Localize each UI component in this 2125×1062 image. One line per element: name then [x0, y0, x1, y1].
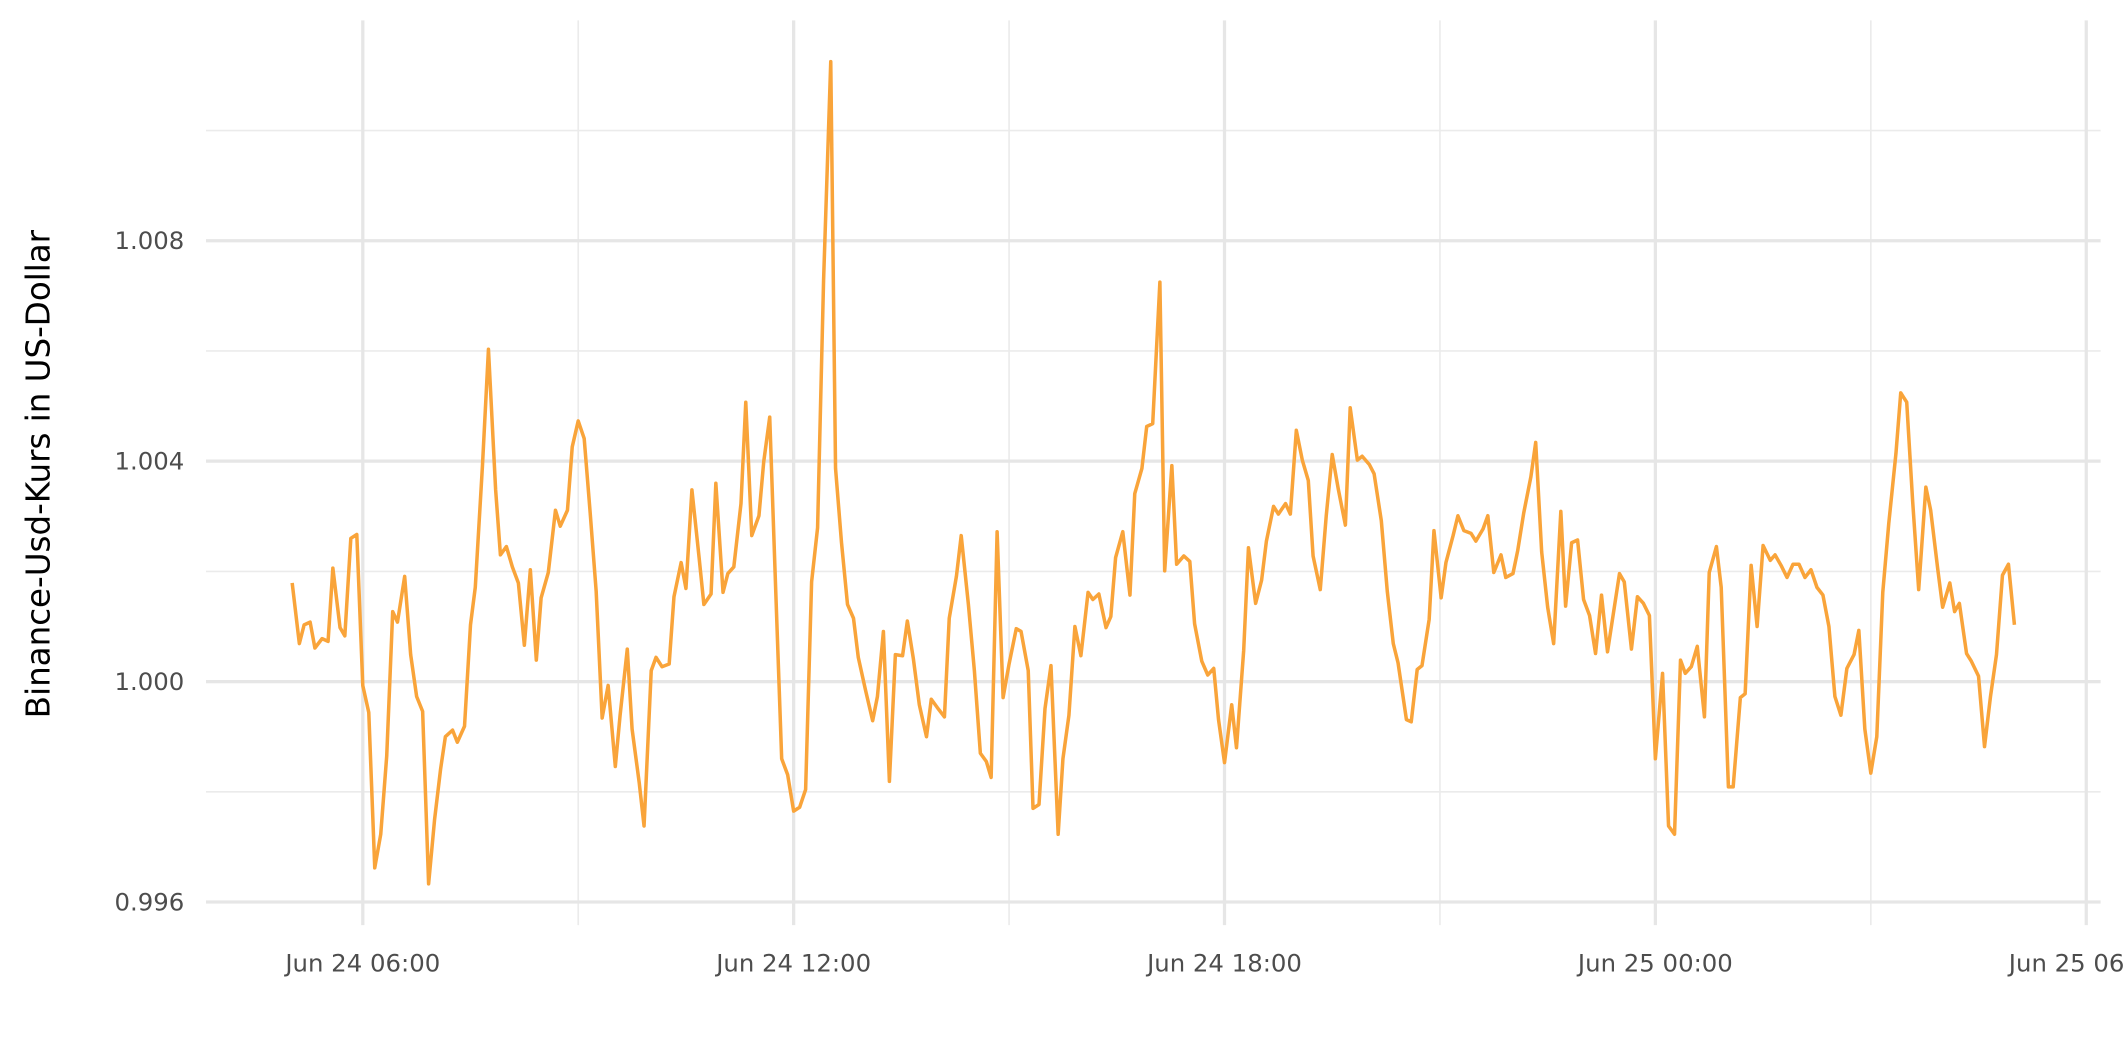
y-tick-label: 1.004: [115, 447, 185, 476]
x-tick-label: Jun 25 00:00: [1576, 948, 1733, 977]
x-tick-label: Jun 24 12:00: [714, 948, 871, 977]
x-tick-label: Jun 24 18:00: [1145, 948, 1302, 977]
y-tick-label: 1.008: [115, 226, 185, 255]
y-tick-label: 1.000: [115, 667, 185, 696]
y-tick-label: 0.996: [115, 887, 185, 916]
y-axis-title: Binance-Usd-Kurs in US-Dollar: [20, 229, 58, 718]
data-line: [290, 59, 2017, 886]
x-tick-label: Jun 24 06:00: [283, 948, 440, 977]
x-tick-label: Jun 25 06:00: [2007, 948, 2125, 977]
